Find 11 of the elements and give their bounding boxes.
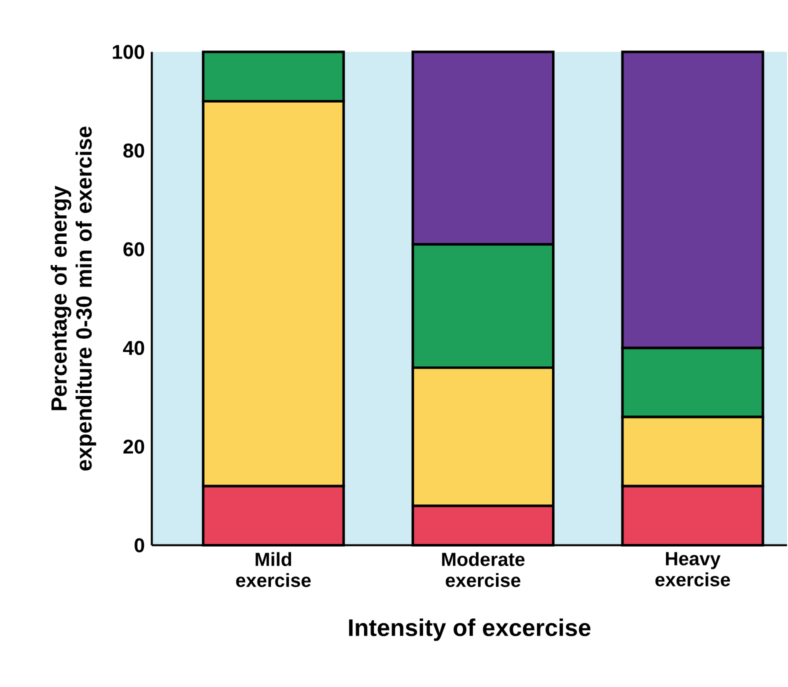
y-tick-label: 100 (112, 44, 144, 59)
x-tick-label: Heavy exercise (655, 552, 730, 586)
y-tick-label: 40 (123, 340, 144, 355)
y-axis-title: Percentage of energy expenditure 0-30 min of exercise (50, 126, 96, 470)
x-tick-label: Moderate exercise (442, 552, 525, 588)
y-tick-label: 60 (123, 242, 144, 256)
y-tick-label: 0 (134, 538, 144, 552)
x-axis-title: Intensity of excercise (349, 618, 590, 641)
x-tick-label: Mild exercise (236, 552, 311, 588)
y-tick-label: 20 (123, 440, 144, 454)
y-tick-label: 80 (123, 143, 144, 158)
